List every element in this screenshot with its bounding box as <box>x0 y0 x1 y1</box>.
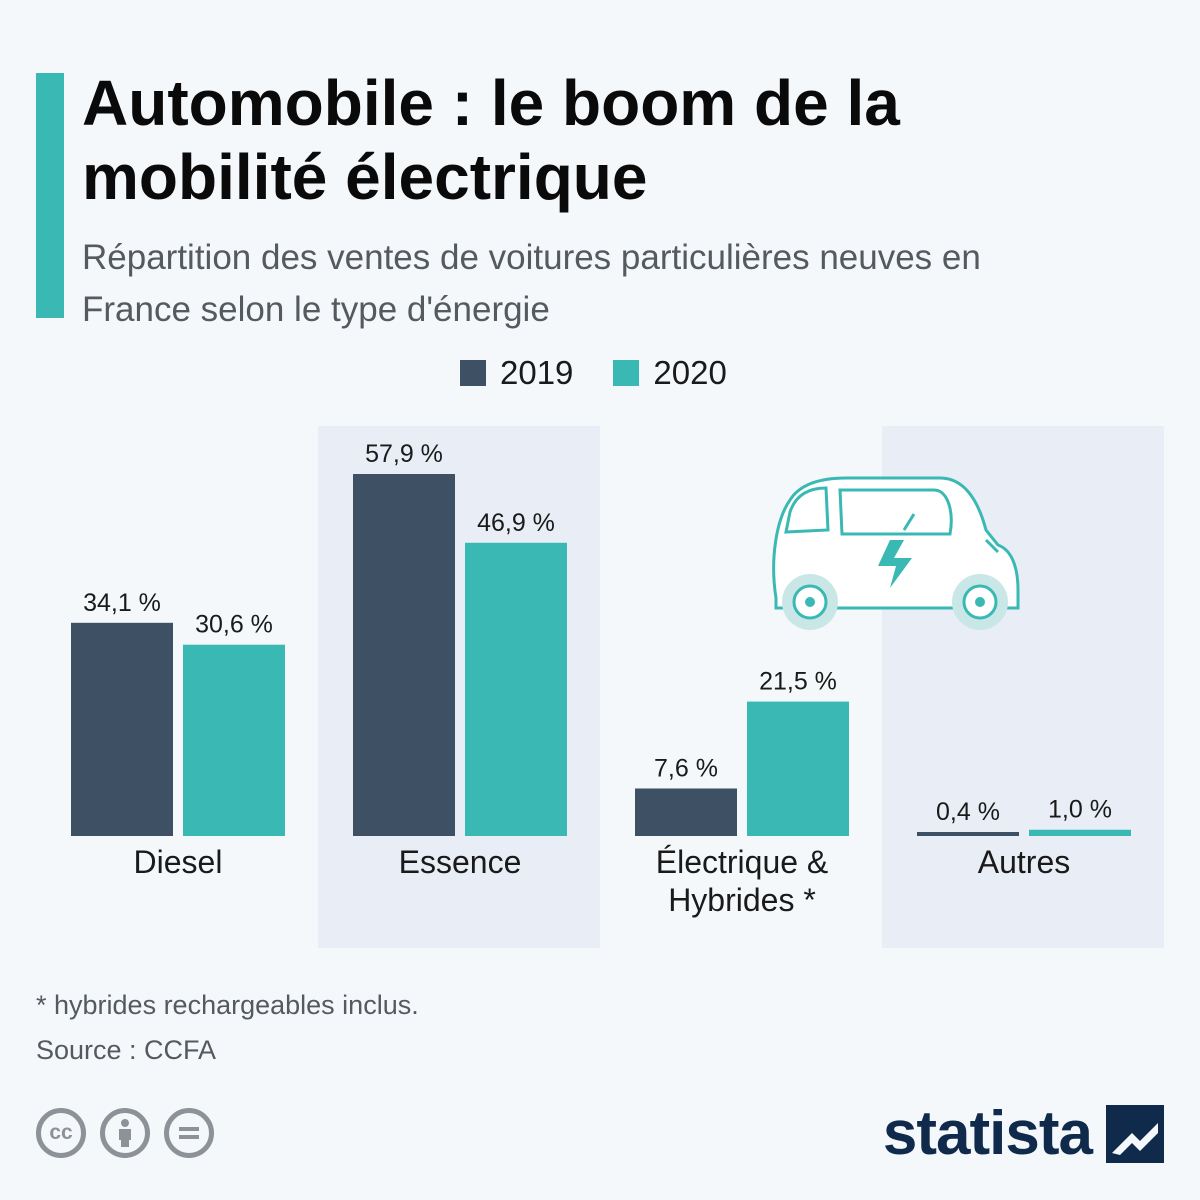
bar-2020 <box>747 701 849 836</box>
no-derivatives-icon[interactable] <box>164 1108 214 1158</box>
data-label-2020: 30,6 % <box>195 611 273 639</box>
bar-2020 <box>183 644 285 836</box>
bar-2019 <box>353 474 455 836</box>
bar-chart: 34,1 % 30,6 % Diesel 57,9 % 46,9 % Essence 7,6… <box>71 426 1164 948</box>
electric-car-icon <box>772 476 1020 630</box>
legend-item-2019: 2019 <box>460 354 573 392</box>
license-icons: cc <box>36 1108 228 1158</box>
bar-2019 <box>71 622 173 836</box>
legend: 2019 2020 <box>460 354 767 392</box>
brand-name: statista <box>882 1099 1093 1168</box>
category-label: Autres <box>978 844 1070 880</box>
bar-2020 <box>465 542 567 836</box>
legend-label-2019: 2019 <box>500 354 574 391</box>
source-note: Source : CCFA <box>36 1035 217 1065</box>
legend-swatch-2019 <box>460 360 486 386</box>
bar-2019 <box>917 832 1019 836</box>
data-label-2019: 0,4 % <box>936 798 1000 826</box>
data-label-2019: 7,6 % <box>654 754 718 782</box>
category-label: Hybrides * <box>668 882 816 918</box>
cc-icon[interactable]: cc <box>36 1108 86 1158</box>
chart-title: Automobile : le boom de la mobilité élec… <box>82 67 900 213</box>
category-label: Essence <box>399 844 522 880</box>
data-label-2019: 34,1 % <box>83 589 161 617</box>
category-label: Électrique & <box>656 844 829 880</box>
chart-subtitle: Répartition des ventes de voitures parti… <box>82 238 981 329</box>
data-label-2020: 1,0 % <box>1048 796 1112 824</box>
statista-logo[interactable]: statista <box>883 1098 1164 1169</box>
data-label-2020: 21,5 % <box>759 668 837 696</box>
footnote: * hybrides rechargeables inclus. <box>36 990 419 1020</box>
legend-label-2020: 2020 <box>653 354 727 391</box>
data-label-2020: 46,9 % <box>477 509 555 537</box>
by-attribution-icon[interactable] <box>100 1108 150 1158</box>
data-label-2019: 57,9 % <box>365 440 443 468</box>
legend-swatch-2020 <box>613 360 640 386</box>
statista-mark-icon <box>1106 1104 1164 1163</box>
accent-bar <box>36 73 64 318</box>
category-label: Diesel <box>134 844 223 880</box>
bar-2020 <box>1029 829 1131 836</box>
bar-2019 <box>635 788 737 836</box>
legend-item-2020: 2020 <box>613 354 727 392</box>
